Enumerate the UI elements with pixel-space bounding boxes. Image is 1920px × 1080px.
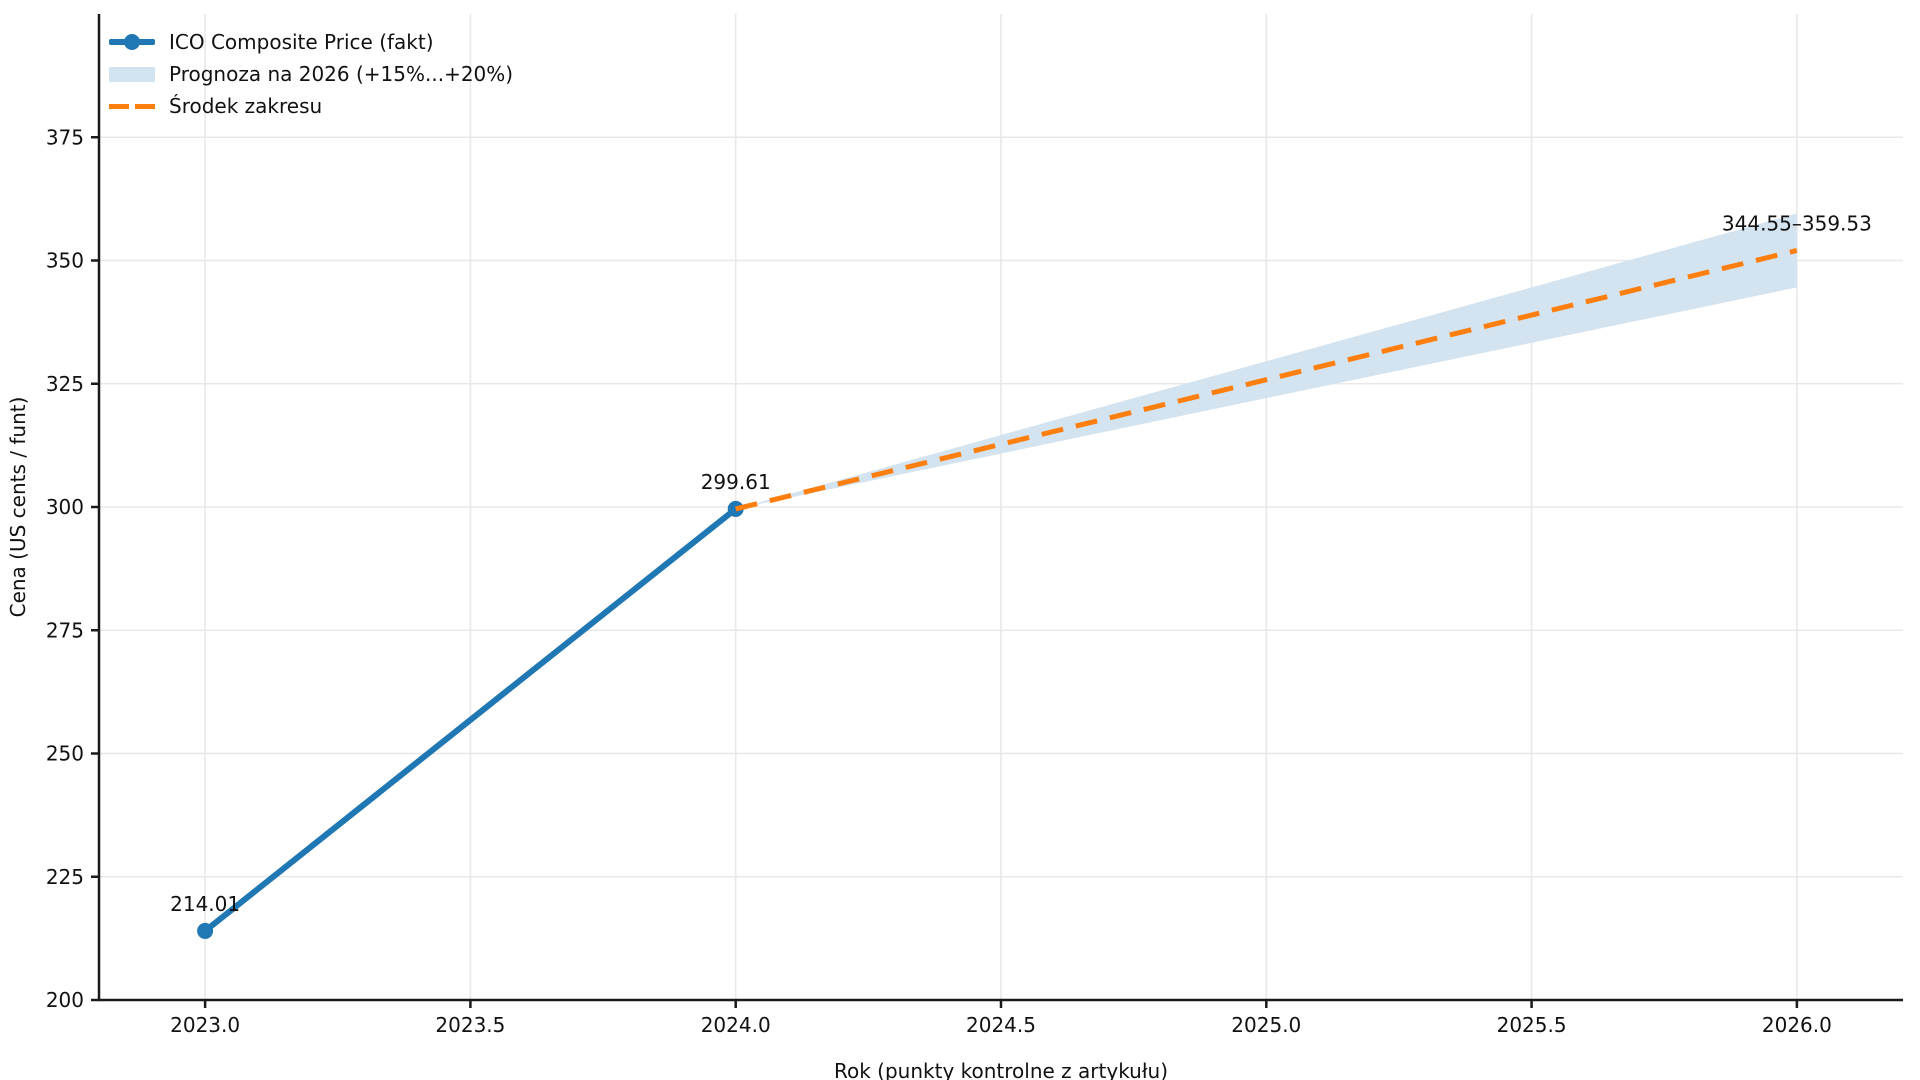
legend-item-mid-range: Środek zakresu xyxy=(109,90,513,122)
y-tick-label: 350 xyxy=(46,249,84,273)
x-tick-label: 2023.5 xyxy=(435,1013,505,1037)
x-tick-label: 2025.0 xyxy=(1231,1013,1301,1037)
legend-label-forecast: Prognoza na 2026 (+15%...+20%) xyxy=(169,62,514,86)
axes-layer: 2023.0 2023.5 2024.0 2024.5 2025.0 2025.5 2026… xyxy=(6,14,1903,1080)
legend-marker-dot xyxy=(124,34,140,50)
y-tick-label: 275 xyxy=(46,618,84,642)
legend-label-fact: ICO Composite Price (fakt) xyxy=(169,30,434,54)
x-tick-label: 2024.0 xyxy=(701,1013,771,1037)
x-axis-title: Rok (punkty kontrolne z artykułu) xyxy=(834,1059,1168,1080)
gridlines-layer xyxy=(99,14,1903,1001)
x-tick-label: 2026.0 xyxy=(1762,1013,1832,1037)
data-point-marker xyxy=(727,500,744,517)
y-tick-label: 200 xyxy=(46,988,84,1012)
legend-dashed-swatch xyxy=(109,103,155,109)
mid-range-dashed-line xyxy=(735,248,1798,512)
annotations-layer: 214.01 299.61 344.55–359.53 xyxy=(170,211,1872,915)
legend-item-forecast-band: Prognoza na 2026 (+15%...+20%) xyxy=(109,58,513,90)
y-tick-label: 225 xyxy=(46,865,84,889)
y-tick-label: 375 xyxy=(46,125,84,149)
y-tick-label: 250 xyxy=(46,742,84,766)
value-annotation: 344.55–359.53 xyxy=(1722,211,1872,235)
value-annotation: 214.01 xyxy=(170,892,240,916)
x-tick-label: 2024.5 xyxy=(966,1013,1036,1037)
x-tick-label: 2023.0 xyxy=(170,1013,240,1037)
series-layer xyxy=(197,213,1798,939)
legend-label-mid-range: Środek zakresu xyxy=(169,94,323,118)
legend-dash-segment xyxy=(109,103,129,109)
value-annotation: 299.61 xyxy=(701,470,771,494)
y-axis-title: Cena (US cents / funt) xyxy=(6,397,30,618)
legend-item-fact: ICO Composite Price (fakt) xyxy=(109,26,513,58)
y-tick-label: 300 xyxy=(46,495,84,519)
legend-line-marker-swatch xyxy=(109,34,155,50)
y-tick-label: 325 xyxy=(46,372,84,396)
legend: ICO Composite Price (fakt) Prognoza na 2… xyxy=(109,26,513,122)
forecast-band xyxy=(735,213,1797,509)
legend-dash-segment xyxy=(135,103,155,109)
data-point-marker xyxy=(197,922,214,939)
fact-price-line xyxy=(202,505,739,934)
legend-band-swatch xyxy=(109,66,155,82)
x-tick-label: 2025.5 xyxy=(1497,1013,1567,1037)
